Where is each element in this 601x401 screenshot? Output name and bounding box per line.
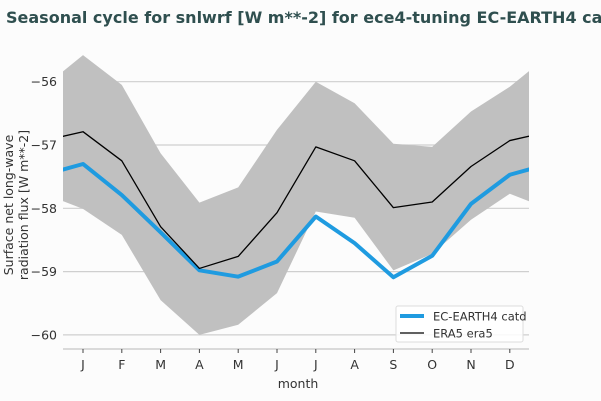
x-tick-label: M xyxy=(155,357,166,372)
x-tick-label: O xyxy=(427,357,437,372)
x-tick-label: N xyxy=(466,357,475,372)
legend-label: EC-EARTH4 catd xyxy=(433,310,527,324)
y-tick-label: −56 xyxy=(31,74,57,89)
spread-band xyxy=(63,55,529,335)
x-tick-label: D xyxy=(505,357,515,372)
legend-label: ERA5 era5 xyxy=(433,327,493,341)
x-tick-label: A xyxy=(350,357,359,372)
x-axis-label: month xyxy=(278,376,319,391)
x-tick-label: A xyxy=(195,357,204,372)
x-tick-label: F xyxy=(118,357,125,372)
y-axis-label-line2: radiation flux [W m**-2] xyxy=(16,130,31,280)
y-tick-label: −57 xyxy=(31,138,57,153)
legend-box xyxy=(395,305,524,343)
y-tick-label: −58 xyxy=(31,201,57,216)
x-tick-label: J xyxy=(313,357,318,372)
y-axis-label-line1: Surface net long-wave xyxy=(1,134,16,275)
y-tick-label: −60 xyxy=(31,327,57,342)
y-tick-label: −59 xyxy=(31,264,57,279)
chart-title: Seasonal cycle for snlwrf [W m**-2] for … xyxy=(6,8,601,27)
series-line-0 xyxy=(63,161,529,280)
series-line-1 xyxy=(63,131,529,270)
x-tick-label: S xyxy=(389,357,397,372)
x-tick-label: J xyxy=(80,357,85,372)
x-tick-label: J xyxy=(274,357,279,372)
x-tick-label: M xyxy=(233,357,244,372)
